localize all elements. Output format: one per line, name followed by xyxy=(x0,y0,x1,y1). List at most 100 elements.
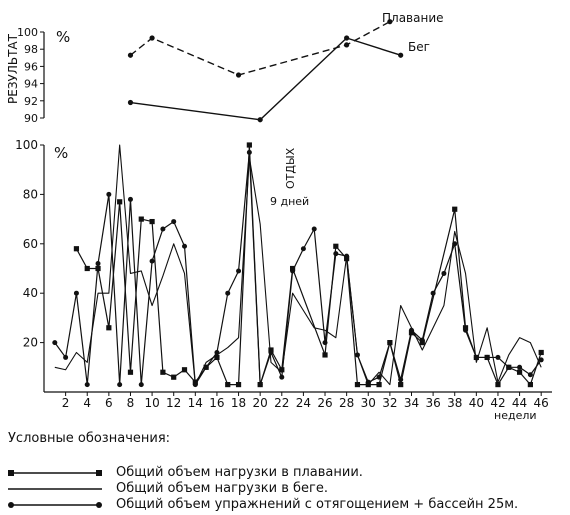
swim-result-point xyxy=(344,42,350,48)
swim-volume-point xyxy=(398,381,404,388)
volume-y-tick-label: 40 xyxy=(23,286,38,300)
swim-volume-point xyxy=(214,354,220,361)
weights-volume-point xyxy=(463,327,469,333)
swim-volume-point xyxy=(138,216,144,222)
results-y-tick-label: 96 xyxy=(24,60,38,73)
weights-volume-point xyxy=(214,349,220,355)
swim-volume-line xyxy=(75,144,542,386)
x-axis-label: недели xyxy=(494,409,537,422)
weights-volume-point xyxy=(84,382,90,388)
swim-series-label: Плавание xyxy=(382,11,444,25)
weights-volume-point xyxy=(538,357,544,363)
swim-volume-point xyxy=(376,381,382,388)
week-tick-label: 4 xyxy=(83,396,91,410)
swim-volume-point xyxy=(538,349,544,356)
week-tick-label: 20 xyxy=(253,396,268,410)
swim-volume-point xyxy=(106,325,112,331)
results-y-tick-label: 92 xyxy=(24,95,38,108)
weights-volume-point xyxy=(236,268,242,274)
run-result-point xyxy=(127,99,134,106)
weights-volume-point xyxy=(311,226,317,232)
week-tick-label: 28 xyxy=(339,396,354,410)
week-tick-label: 6 xyxy=(105,396,113,410)
week-tick-label: 30 xyxy=(361,396,376,410)
weights-volume-point xyxy=(268,349,274,355)
swim-volume-point xyxy=(225,381,231,388)
weights-volume-point xyxy=(484,354,490,360)
swim-volume-point xyxy=(84,265,90,272)
swim-volume-point xyxy=(452,206,458,212)
legend-label-run: Общий объем нагрузки в беге. xyxy=(116,481,328,496)
swim-volume-point xyxy=(181,367,188,373)
weights-volume-point xyxy=(290,268,296,274)
swim-volume-point xyxy=(495,381,501,388)
swim-result-point xyxy=(127,52,134,58)
volume-y-tick-label: 60 xyxy=(23,237,38,251)
weights-volume-point xyxy=(354,352,360,358)
swim-result-point xyxy=(149,35,155,41)
weights-volume-point xyxy=(300,246,306,252)
swim-volume-point xyxy=(160,369,166,375)
weights-volume-point xyxy=(117,382,123,388)
volume-y-tick-label: 100 xyxy=(15,138,38,152)
weights-volume-point xyxy=(192,382,198,388)
weights-volume-point xyxy=(527,372,533,378)
week-tick-label: 26 xyxy=(317,396,332,410)
run-result-point xyxy=(398,52,404,58)
results-unit: % xyxy=(56,28,70,46)
run-result-line xyxy=(130,37,401,121)
swim-result-line xyxy=(130,21,391,76)
week-tick-label: 34 xyxy=(404,396,419,410)
week-tick-label: 22 xyxy=(274,396,289,410)
weights-volume-point xyxy=(473,354,479,360)
week-tick-label: 32 xyxy=(382,396,397,410)
legend-plain-line-icon xyxy=(8,488,102,490)
weights-volume-point xyxy=(344,253,350,259)
week-tick-label: 44 xyxy=(512,396,527,410)
weights-volume-point xyxy=(365,379,371,385)
swim-volume-point xyxy=(246,142,252,148)
legend-label-swim: Общий объем нагрузки в плавании. xyxy=(116,465,363,480)
run-volume-line xyxy=(54,144,542,386)
weights-volume-point xyxy=(517,364,523,370)
weights-volume-point xyxy=(495,354,501,360)
weights-volume-point xyxy=(149,258,155,264)
legend-item-run: Общий объем нагрузки в беге. xyxy=(0,481,570,499)
swim-volume-point xyxy=(527,381,533,388)
week-tick-label: 2 xyxy=(62,396,70,410)
week-tick-label: 40 xyxy=(469,396,484,410)
weights-volume-point xyxy=(63,354,69,360)
weights-volume-point xyxy=(52,340,58,346)
weights-volume-point xyxy=(73,290,79,296)
swim-result-point xyxy=(387,19,393,25)
weights-volume-point xyxy=(246,149,252,155)
weights-volume-point xyxy=(171,219,177,225)
swim-volume-point xyxy=(516,369,523,375)
weights-volume-point xyxy=(106,191,112,197)
weights-volume-point xyxy=(322,340,328,346)
weights-volume-point xyxy=(333,251,339,257)
week-tick-label: 14 xyxy=(188,396,203,410)
weights-volume-point xyxy=(127,196,133,202)
swim-volume-point xyxy=(149,218,155,225)
rest-annotation: ОТДЫХ xyxy=(284,147,297,189)
volume-unit: % xyxy=(54,144,68,162)
swim-volume-point xyxy=(171,374,177,380)
results-y-tick-label: 94 xyxy=(24,78,38,91)
weights-volume-point xyxy=(430,290,436,296)
legend-label-weights: Общий объем упражнений с отягощением + б… xyxy=(116,497,519,512)
swim-volume-point xyxy=(354,381,361,388)
weights-volume-point xyxy=(160,226,166,232)
week-tick-label: 16 xyxy=(209,396,224,410)
weights-volume-point xyxy=(203,364,209,370)
swim-volume-point xyxy=(333,243,339,249)
weights-volume-point xyxy=(452,241,458,247)
results-y-tick-label: 90 xyxy=(24,112,38,125)
weights-volume-point xyxy=(257,382,263,388)
legend-square-marker-line-icon xyxy=(8,470,102,476)
week-tick-label: 24 xyxy=(296,396,311,410)
weights-volume-line xyxy=(54,151,542,386)
rest-days-annotation: 9 дней xyxy=(270,195,309,208)
weights-volume-point xyxy=(225,290,231,296)
